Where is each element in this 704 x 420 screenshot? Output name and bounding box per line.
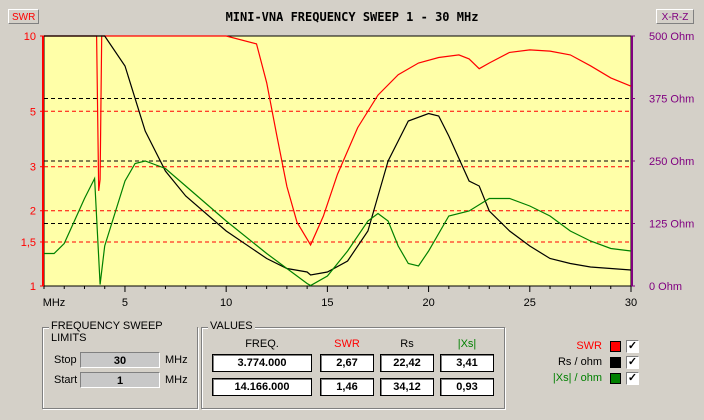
- marker2-freq: 14.166.000: [212, 378, 312, 396]
- legend-rs-swatch: [610, 357, 621, 368]
- swr-tick-label: 10: [24, 31, 36, 43]
- marker1-xs: 3,41: [440, 354, 494, 372]
- freq-tick-label: 15: [321, 297, 333, 309]
- values-group: VALUES: [201, 320, 505, 409]
- ohm-tick-label: 250 Ohm: [649, 156, 694, 168]
- freq-tick-label: 5: [122, 297, 128, 309]
- sweep-chart: 10 5 3 2 1,5 1 500 Ohm 375 Ohm 250 Ohm 125 Ohm 0 O…: [21, 31, 695, 309]
- legend-xs-swatch: [610, 373, 621, 384]
- plot-area: [43, 35, 632, 287]
- swr-tick-label: 5: [30, 106, 36, 118]
- sweep-limits-group: FREQUENCY SWEEP LIMITS: [42, 320, 198, 409]
- start-unit-label: MHz: [165, 374, 188, 386]
- start-label: Start: [54, 374, 78, 386]
- legend-rs-label: Rs / ohm: [557, 356, 602, 368]
- xs-header: |Xs|: [457, 338, 477, 350]
- swr-mode-button[interactable]: SWR: [8, 9, 40, 24]
- legend-swr-checkbox[interactable]: ✓: [626, 340, 639, 353]
- series-line-2: [44, 160, 632, 287]
- freq-tick-label: MHz: [43, 297, 66, 309]
- marker1-rs: 22,42: [380, 354, 434, 372]
- ohm-tick-label: 125 Ohm: [649, 219, 694, 231]
- swr-tick-label: 3: [30, 162, 36, 174]
- series-line-0: [44, 35, 632, 247]
- legend-swr-label: SWR: [576, 340, 602, 352]
- values-title: VALUES: [208, 320, 255, 332]
- ohm-tick-label: 375 Ohm: [649, 94, 694, 106]
- freq-tick-label: 25: [524, 297, 536, 309]
- xrz-mode-button[interactable]: X-R-Z: [656, 9, 694, 24]
- series-line-1: [44, 35, 632, 276]
- legend-swr-swatch: [610, 341, 621, 352]
- marker1-swr: 2,67: [320, 354, 374, 372]
- freq-tick-label: 10: [220, 297, 232, 309]
- marker2-rs: 34,12: [380, 378, 434, 396]
- swr-header: SWR: [334, 338, 360, 350]
- stop-unit-label: MHz: [165, 354, 188, 366]
- start-freq-field[interactable]: 1: [80, 372, 160, 388]
- legend-xs-label: |Xs| / ohm: [552, 372, 602, 384]
- ohm-tick-label: 0 Ohm: [649, 281, 682, 293]
- marker2-xs: 0,93: [440, 378, 494, 396]
- freq-header: FREQ.: [245, 338, 279, 350]
- sweep-limits-title: FREQUENCY SWEEP LIMITS: [49, 320, 197, 344]
- rs-header: Rs: [400, 338, 414, 350]
- stop-freq-field[interactable]: 30: [80, 352, 160, 368]
- swr-tick-label: 1: [30, 281, 36, 293]
- swr-tick-label: 2: [30, 206, 36, 218]
- freq-tick-label: 20: [422, 297, 434, 309]
- freq-tick-label: 30: [625, 297, 637, 309]
- marker2-swr: 1,46: [320, 378, 374, 396]
- window-title: MINI-VNA FREQUENCY SWEEP 1 - 30 MHz: [225, 10, 479, 24]
- legend-rs-checkbox[interactable]: ✓: [626, 356, 639, 369]
- marker1-freq: 3.774.000: [212, 354, 312, 372]
- ohm-tick-label: 500 Ohm: [649, 31, 694, 43]
- swr-tick-label: 1,5: [21, 237, 36, 249]
- stop-label: Stop: [54, 354, 77, 366]
- legend-xs-checkbox[interactable]: ✓: [626, 372, 639, 385]
